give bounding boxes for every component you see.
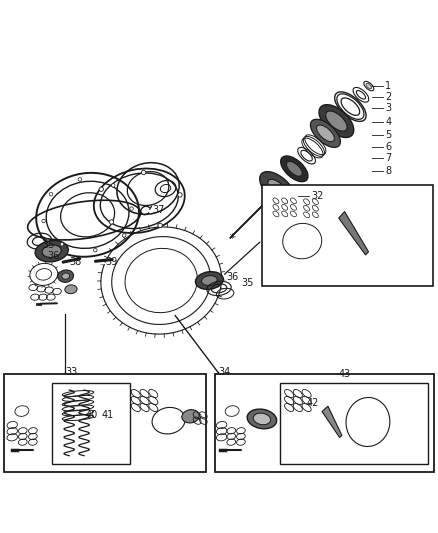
Text: 39: 39	[105, 257, 117, 267]
Ellipse shape	[195, 272, 223, 289]
Circle shape	[99, 187, 103, 191]
Ellipse shape	[286, 161, 302, 176]
Circle shape	[158, 223, 162, 228]
Text: 32: 32	[311, 191, 323, 201]
Text: 37: 37	[152, 205, 165, 215]
Text: 5: 5	[385, 130, 392, 140]
Ellipse shape	[35, 240, 68, 262]
Text: 40: 40	[86, 409, 98, 419]
Ellipse shape	[366, 83, 372, 88]
Circle shape	[60, 243, 64, 246]
Text: 38: 38	[69, 257, 81, 267]
Ellipse shape	[268, 179, 288, 198]
Ellipse shape	[182, 410, 199, 423]
Circle shape	[178, 193, 182, 197]
Polygon shape	[322, 406, 342, 438]
Circle shape	[78, 177, 81, 181]
Text: 6: 6	[385, 142, 392, 152]
Text: 43: 43	[338, 369, 350, 379]
Text: 35: 35	[242, 278, 254, 288]
Circle shape	[49, 192, 53, 196]
Ellipse shape	[42, 245, 61, 257]
Circle shape	[123, 233, 126, 237]
Ellipse shape	[281, 156, 308, 182]
Text: 7: 7	[385, 154, 392, 163]
Text: 34: 34	[218, 367, 230, 377]
Circle shape	[94, 248, 97, 252]
Text: 8: 8	[385, 166, 392, 176]
Ellipse shape	[253, 413, 271, 425]
Ellipse shape	[247, 409, 277, 429]
Ellipse shape	[317, 125, 334, 142]
Ellipse shape	[62, 273, 70, 279]
Text: 36: 36	[47, 251, 60, 261]
Ellipse shape	[201, 276, 217, 285]
Circle shape	[112, 184, 115, 187]
Text: 3: 3	[385, 103, 392, 114]
Ellipse shape	[260, 172, 296, 205]
Text: 33: 33	[65, 367, 77, 377]
Bar	[4, 374, 206, 472]
Text: 41: 41	[102, 409, 114, 419]
Text: 36: 36	[226, 272, 238, 282]
Circle shape	[42, 219, 46, 223]
Bar	[262, 185, 433, 286]
Text: 4: 4	[385, 117, 392, 127]
Ellipse shape	[326, 111, 347, 131]
Text: 35: 35	[42, 240, 54, 251]
Text: 1: 1	[385, 81, 392, 91]
Bar	[215, 374, 434, 472]
Polygon shape	[339, 212, 368, 255]
Bar	[280, 383, 428, 464]
Ellipse shape	[65, 285, 77, 294]
Ellipse shape	[311, 119, 340, 148]
Polygon shape	[230, 195, 273, 238]
Bar	[52, 383, 130, 464]
Text: 2: 2	[385, 92, 392, 102]
Ellipse shape	[58, 270, 74, 282]
Circle shape	[141, 171, 146, 175]
Text: 42: 42	[307, 398, 319, 408]
Circle shape	[109, 220, 113, 224]
Circle shape	[130, 207, 133, 211]
Ellipse shape	[319, 104, 354, 138]
